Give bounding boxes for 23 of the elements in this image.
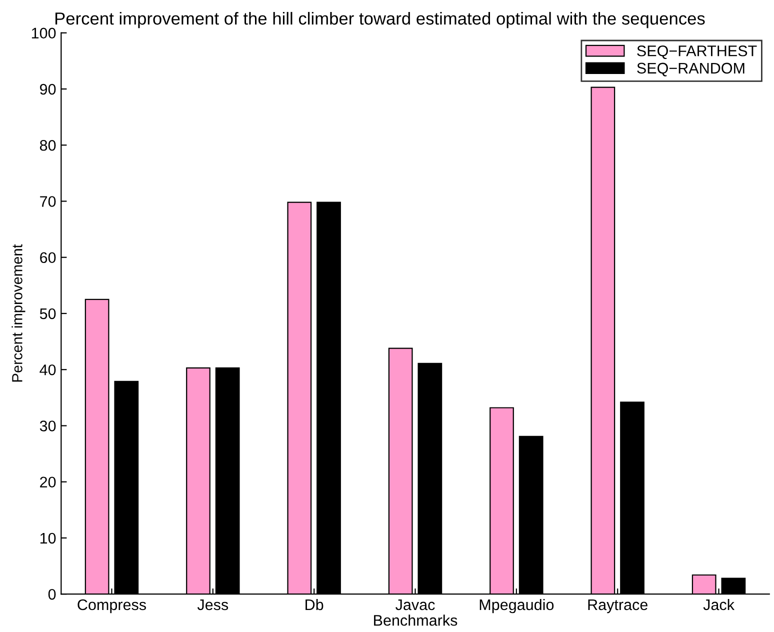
y-tick-label: 30 — [40, 420, 56, 432]
x-tick-label: Jack — [703, 598, 734, 610]
y-axis-title: Percent improvement — [12, 244, 26, 382]
x-tick-label: Db — [306, 598, 324, 610]
y-tick-label: 20 — [40, 476, 56, 488]
y-tick-label: 80 — [40, 140, 56, 151]
x-axis-title: Benchmarks — [374, 614, 458, 626]
chart-title: Percent improvement of the hill climber toward estimated optimal with the sequences — [55, 12, 705, 28]
y-tick-label: 40 — [40, 364, 56, 376]
y-tick-label: 60 — [40, 252, 56, 264]
x-tick-label: Compress — [78, 599, 146, 614]
y-tick-label: 70 — [40, 196, 56, 207]
x-tick-label: Mpegaudio — [480, 598, 554, 614]
y-tick-label: 10 — [40, 532, 56, 544]
y-tick-label: 90 — [40, 84, 56, 95]
x-tick-label: Raytrace — [588, 600, 648, 614]
y-tick-label: 50 — [40, 308, 56, 320]
x-tick-label: Javac — [396, 600, 435, 610]
y-tick-label: 0 — [48, 588, 56, 600]
y-tick-label: 100 — [32, 28, 56, 39]
x-tick-label: Jess — [197, 600, 228, 610]
legend-label: SEQ−RANDOM — [637, 62, 744, 76]
legend-label: SEQ−FARTHEST — [637, 45, 757, 60]
